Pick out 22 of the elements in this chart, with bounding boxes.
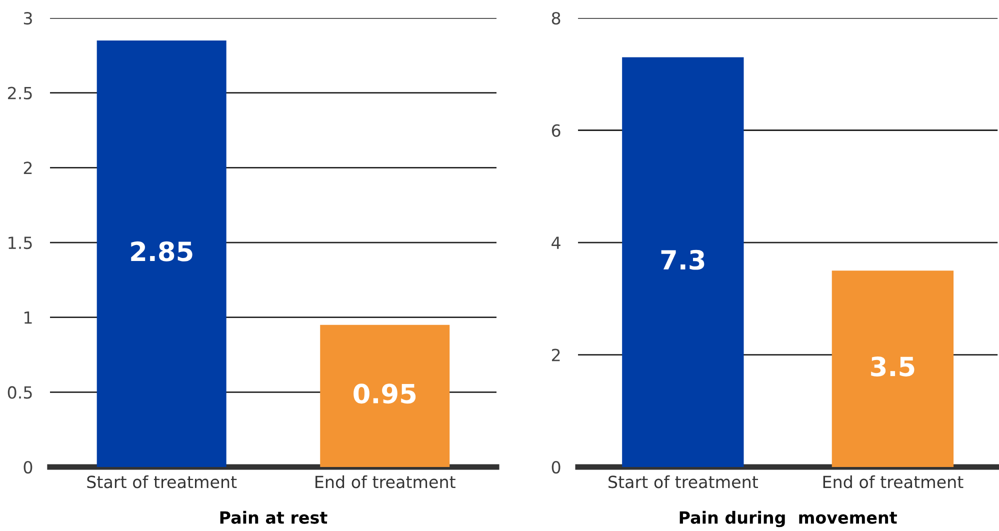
y-tick-label: 3 (24, 12, 32, 25)
y-tick-label: 0.5 (8, 386, 32, 399)
y-tick-label: 2.5 (8, 86, 32, 100)
x-axis-title: Pain at rest (220, 510, 328, 524)
y-tick-label: 4 (552, 236, 560, 249)
x-axis-title: Pain during movement (680, 510, 897, 528)
y-tick-label: 6 (552, 124, 560, 137)
y-tick-label: 0 (552, 460, 560, 474)
y-tick-label: 8 (552, 12, 560, 25)
x-tick-label: End of treatment (823, 475, 964, 488)
y-tick-label: 1 (24, 312, 32, 324)
data-label: 7.3 (661, 250, 704, 270)
y-tick-label: 2 (24, 162, 32, 174)
y-tick-label: 0 (24, 460, 32, 474)
x-tick-label: Start of treatment (608, 475, 758, 488)
x-tick-label: End of treatment (316, 475, 456, 488)
y-tick-label: 1.5 (8, 236, 32, 250)
y-tick-label: 2 (552, 348, 560, 362)
data-label: 3.5 (871, 356, 914, 376)
data-label: 0.95 (354, 384, 416, 404)
data-label: 2.85 (131, 241, 192, 262)
x-tick-label: Start of treatment (87, 475, 237, 488)
